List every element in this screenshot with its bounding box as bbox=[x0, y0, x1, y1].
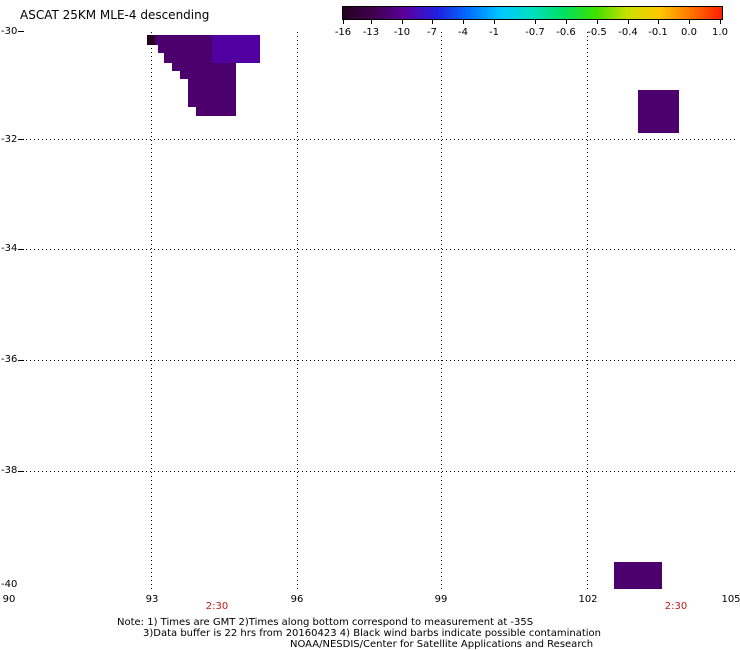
color-scale-tick bbox=[689, 20, 690, 24]
color-scale-label: 0.0 bbox=[681, 27, 697, 38]
color-scale-bar bbox=[342, 6, 723, 20]
footnote-line-1: Note: 1) Times are GMT 2)Times along bot… bbox=[117, 617, 534, 628]
color-scale-label: -1 bbox=[489, 27, 499, 38]
latitude-label: -34 bbox=[1, 243, 18, 254]
swath-region-southeast bbox=[614, 562, 662, 589]
color-scale-label: -7 bbox=[427, 27, 437, 38]
color-swatch bbox=[500, 7, 533, 19]
color-swatch bbox=[406, 7, 438, 19]
color-scale-tick bbox=[432, 20, 433, 24]
color-scale-tick bbox=[597, 20, 598, 24]
color-swatch bbox=[374, 7, 407, 19]
color-swatch bbox=[627, 7, 659, 19]
latitude-label: -38 bbox=[1, 465, 18, 476]
color-scale-tick bbox=[343, 20, 344, 24]
color-swatch bbox=[532, 7, 565, 19]
latitude-label: -36 bbox=[1, 354, 18, 365]
footnote-line-3: NOAA/NESDIS/Center for Satellite Applica… bbox=[290, 639, 594, 650]
color-swatch bbox=[343, 7, 375, 19]
longitude-label: 105 bbox=[721, 594, 740, 605]
swath-region-northwest bbox=[147, 35, 260, 116]
color-swatch bbox=[690, 7, 722, 19]
swath-region-east bbox=[638, 90, 679, 133]
color-swatch bbox=[564, 7, 596, 19]
swath-cell bbox=[147, 35, 155, 45]
color-scale-tick bbox=[494, 20, 495, 24]
color-scale-tick bbox=[402, 20, 403, 24]
longitude-label: 99 bbox=[434, 594, 448, 605]
color-scale-label: -13 bbox=[362, 27, 380, 38]
axis-ticks bbox=[18, 31, 24, 472]
longitude-label: 96 bbox=[290, 594, 304, 605]
color-scale-tick bbox=[658, 20, 659, 24]
color-swatch bbox=[437, 7, 470, 19]
color-scale-label: -0.7 bbox=[525, 27, 545, 38]
swath-cell bbox=[212, 35, 260, 63]
swath-cell bbox=[196, 107, 236, 116]
color-scale-label: 1.0 bbox=[712, 27, 728, 38]
swath-cell bbox=[155, 35, 260, 45]
swath-cell bbox=[158, 45, 260, 53]
color-scale-label: -16 bbox=[334, 27, 352, 38]
longitude-label: 90 bbox=[2, 594, 16, 605]
color-swatch bbox=[595, 7, 628, 19]
longitude-label: 102 bbox=[578, 594, 598, 605]
color-scale-label: -4 bbox=[458, 27, 468, 38]
color-scale-labels: -16 -13 -10 -7 -4 -1 -0.7 -0.6 -0.5 -0.4… bbox=[0, 0, 740, 40]
color-scale-label: -10 bbox=[393, 27, 411, 38]
swath-cell bbox=[172, 63, 236, 71]
color-scale-tick bbox=[566, 20, 567, 24]
color-scale-tick bbox=[371, 20, 372, 24]
pass-time-label: 2:30 bbox=[664, 601, 688, 612]
color-scale-tick bbox=[720, 20, 721, 24]
swath-cell bbox=[180, 71, 236, 79]
color-scale-label: -0.6 bbox=[556, 27, 576, 38]
longitude-label: 93 bbox=[145, 594, 159, 605]
color-scale-tick bbox=[628, 20, 629, 24]
latitude-label: -32 bbox=[1, 134, 18, 145]
pass-time-label: 2:30 bbox=[205, 601, 229, 612]
color-scale-tick bbox=[463, 20, 464, 24]
swath-cell bbox=[188, 79, 236, 107]
color-swatch bbox=[469, 7, 501, 19]
latitude-label: -30 bbox=[1, 26, 18, 37]
swath-region-northwest-highlight bbox=[212, 35, 260, 63]
color-scale-label: -0.5 bbox=[587, 27, 607, 38]
graticule bbox=[18, 32, 736, 592]
color-scale-tick bbox=[535, 20, 536, 24]
footnote-line-2: 3)Data buffer is 22 hrs from 20160423 4)… bbox=[143, 628, 601, 639]
latitude-label: -40 bbox=[1, 579, 18, 590]
color-scale-label: -0.1 bbox=[648, 27, 668, 38]
map-title: ASCAT 25KM MLE-4 descending bbox=[20, 8, 210, 22]
color-swatch bbox=[658, 7, 691, 19]
color-scale-label: -0.4 bbox=[618, 27, 638, 38]
